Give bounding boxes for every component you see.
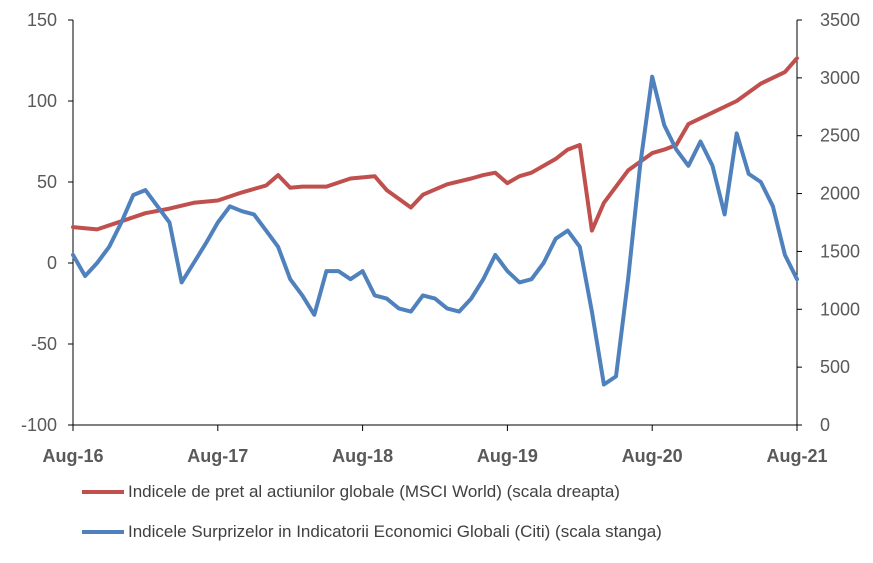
y-right-tick-label: 2500: [820, 126, 860, 146]
series-line-msci: [71, 56, 799, 233]
y-left-tick-label: 100: [27, 91, 57, 111]
x-tick-label: Aug-16: [42, 446, 103, 466]
y-right-tick-label: 0: [820, 415, 830, 435]
series-line-citi: [71, 74, 799, 387]
y-right-tick-label: 3500: [820, 10, 860, 30]
y-left-tick-label: 0: [47, 253, 57, 273]
y-right-tick-label: 500: [820, 357, 850, 377]
y-right-tick-label: 2000: [820, 184, 860, 204]
y-right-tick-label: 1500: [820, 241, 860, 261]
x-tick-label: Aug-18: [332, 446, 393, 466]
y-right-tick-label: 1000: [820, 299, 860, 319]
y-left-tick-label: 50: [37, 172, 57, 192]
legend-swatch-msci: [82, 490, 124, 494]
y-left-tick-label: 150: [27, 10, 57, 30]
x-tick-label: Aug-17: [187, 446, 248, 466]
y-left-tick-label: -100: [21, 415, 57, 435]
y-left-tick-label: -50: [31, 334, 57, 354]
x-tick-label: Aug-20: [622, 446, 683, 466]
legend-swatch-citi: [82, 530, 124, 534]
y-right-tick-label: 3000: [820, 68, 860, 88]
legend-label-msci: Indicele de pret al actiunilor globale (…: [128, 482, 620, 501]
x-tick-label: Aug-19: [477, 446, 538, 466]
legend-item-msci: Indicele de pret al actiunilor globale (…: [82, 482, 620, 502]
legend-label-citi: Indicele Surprizelor in Indicatorii Econ…: [128, 522, 662, 541]
legend-item-citi: Indicele Surprizelor in Indicatorii Econ…: [82, 522, 662, 542]
x-tick-label: Aug-21: [766, 446, 827, 466]
